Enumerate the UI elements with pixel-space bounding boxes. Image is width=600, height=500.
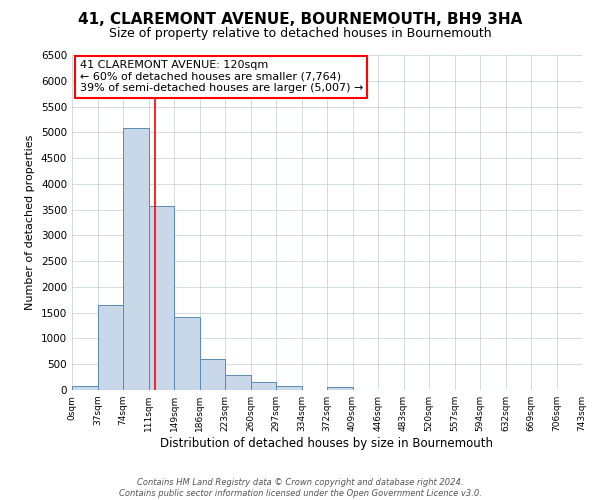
Text: Size of property relative to detached houses in Bournemouth: Size of property relative to detached ho…: [109, 28, 491, 40]
Bar: [327, 388, 353, 390]
Text: Contains HM Land Registry data © Crown copyright and database right 2024.
Contai: Contains HM Land Registry data © Crown c…: [119, 478, 481, 498]
Bar: [97, 305, 123, 390]
X-axis label: Distribution of detached houses by size in Bournemouth: Distribution of detached houses by size …: [161, 437, 493, 450]
Bar: [149, 206, 174, 390]
Bar: [72, 386, 97, 390]
Text: 41, CLAREMONT AVENUE, BOURNEMOUTH, BH9 3HA: 41, CLAREMONT AVENUE, BOURNEMOUTH, BH9 3…: [78, 12, 522, 28]
Y-axis label: Number of detached properties: Number of detached properties: [25, 135, 35, 310]
Bar: [199, 358, 225, 390]
Bar: [123, 128, 149, 390]
Bar: [174, 316, 199, 390]
Text: 41 CLAREMONT AVENUE: 120sqm
← 60% of detached houses are smaller (7,764)
39% of : 41 CLAREMONT AVENUE: 120sqm ← 60% of det…: [80, 60, 363, 93]
Bar: [276, 386, 302, 390]
Bar: [251, 382, 276, 390]
Bar: [225, 374, 251, 390]
